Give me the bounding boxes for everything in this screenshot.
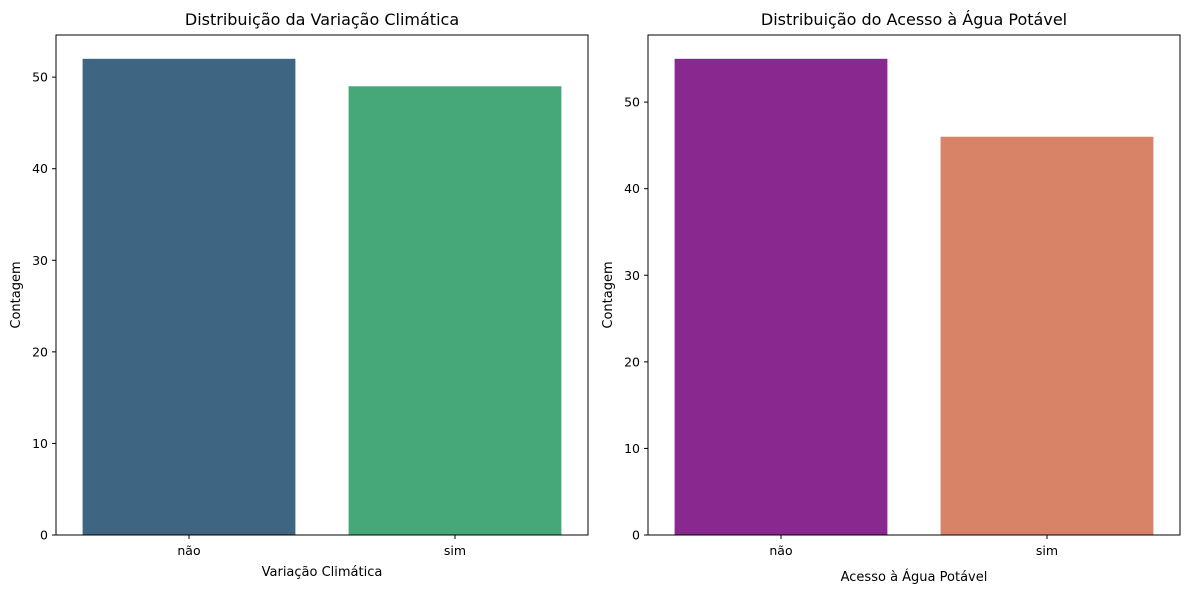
chart-title: Distribuição da Variação Climática [185, 10, 459, 29]
y-tick-label: 30 [32, 253, 48, 268]
bar-não [674, 58, 888, 536]
bars [82, 58, 562, 536]
y-axis-label: Contagem [9, 261, 24, 328]
y-tick-label: 50 [32, 70, 48, 85]
x-axis-label: Variação Climática [262, 565, 383, 580]
x-tick-label: sim [444, 543, 466, 558]
x-tick-label: não [177, 543, 200, 558]
y-tick-label: 20 [32, 344, 48, 359]
chart-title: Distribuição do Acesso à Água Potável [761, 10, 1067, 29]
chart-water-access: Distribuição do Acesso à Água Potável Ac… [601, 10, 1181, 585]
bar-não [82, 58, 296, 536]
y-ticks: 0 10 20 30 40 50 [624, 95, 648, 543]
x-tick-label: não [769, 543, 792, 558]
y-axis-label: Contagem [601, 261, 616, 328]
y-tick-label: 20 [624, 354, 640, 369]
x-axis-label: Acesso à Água Potável [841, 569, 988, 585]
plot-frame [55, 34, 589, 536]
x-ticks: não sim [177, 535, 466, 558]
x-tick-label: sim [1036, 543, 1058, 558]
y-tick-label: 50 [624, 95, 640, 110]
bars [674, 58, 1154, 536]
chart-climate-variation: Distribuição da Variação Climática Varia… [9, 10, 589, 580]
y-tick-label: 30 [624, 268, 640, 283]
y-ticks: 0 10 20 30 40 50 [32, 70, 56, 543]
y-tick-label: 10 [624, 441, 640, 456]
x-ticks: não sim [769, 535, 1058, 558]
y-tick-label: 40 [32, 161, 48, 176]
y-tick-label: 0 [632, 528, 640, 543]
bar-sim [940, 136, 1154, 535]
plot-frame [647, 34, 1181, 536]
y-tick-label: 0 [40, 528, 48, 543]
y-tick-label: 40 [624, 181, 640, 196]
bar-sim [348, 86, 562, 536]
y-tick-label: 10 [32, 436, 48, 451]
